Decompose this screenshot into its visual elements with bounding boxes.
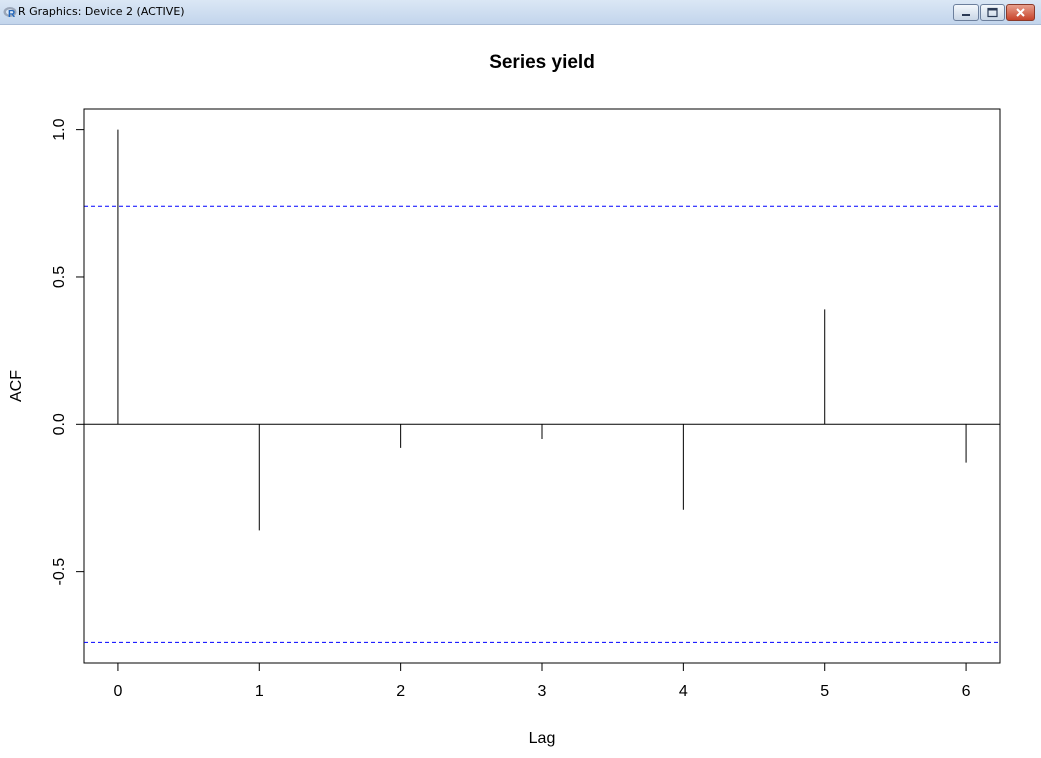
x-tick-label: 6	[962, 683, 971, 700]
confidence-bounds	[84, 205, 1000, 643]
maximize-button[interactable]	[980, 4, 1005, 21]
y-tick-label: 0.5	[51, 266, 68, 288]
x-tick-label: 0	[113, 683, 122, 700]
x-tick-label: 2	[396, 683, 405, 700]
acf-bars	[84, 129, 1000, 531]
x-tick-label: 3	[538, 683, 547, 700]
y-tick-label: -0.5	[51, 558, 68, 586]
maximize-icon	[987, 7, 998, 18]
y-tick-label: 0.0	[51, 413, 68, 435]
x-axis: 0 1 2 3 4 5 6	[113, 662, 971, 700]
window-titlebar[interactable]: R R Graphics: Device 2 (ACTIVE)	[0, 0, 1041, 25]
y-axis-label: ACF	[8, 370, 25, 402]
chart-title: Series yield	[489, 52, 595, 73]
svg-text:R: R	[8, 9, 16, 19]
x-tick-label: 4	[679, 683, 688, 700]
y-axis: -0.5 0.0 0.5 1.0	[51, 118, 85, 586]
close-icon	[1016, 8, 1025, 17]
x-tick-label: 5	[820, 683, 829, 700]
x-tick-label: 1	[255, 683, 264, 700]
close-button[interactable]	[1006, 4, 1035, 21]
window-title: R Graphics: Device 2 (ACTIVE)	[18, 5, 185, 18]
minimize-icon	[962, 14, 970, 16]
minimize-button[interactable]	[953, 4, 979, 21]
acf-chart: Series yield 0 1 2 3 4 5 6 -0.5 0.0 0.5 1.0 Lag A…	[8, 52, 1001, 747]
y-tick-label: 1.0	[51, 118, 68, 140]
r-logo-icon: R	[3, 7, 17, 19]
x-axis-label: Lag	[529, 730, 556, 747]
plot-frame	[83, 108, 1001, 664]
plot-area: Series yield 0 1 2 3 4 5 6 -0.5 0.0 0.5 1.0 Lag A…	[0, 25, 1041, 753]
